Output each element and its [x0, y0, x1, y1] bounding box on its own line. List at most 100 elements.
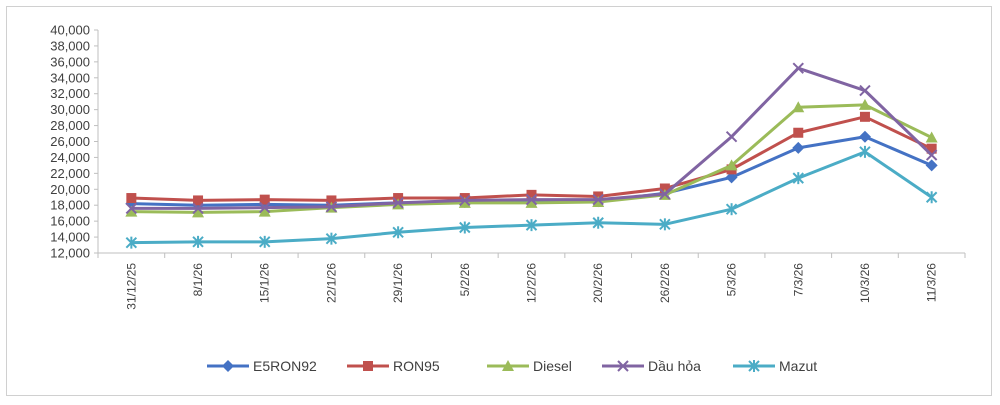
x-tick-label: 20/2/26: [591, 263, 605, 303]
data-point: [792, 172, 804, 185]
data-point: [326, 195, 337, 206]
data-point: [859, 145, 871, 158]
y-tick-label: 26,000: [50, 134, 90, 149]
x-tick-label: 29/1/26: [391, 263, 405, 303]
data-point: [659, 188, 671, 200]
data-point: [125, 236, 138, 249]
data-point: [659, 218, 671, 231]
data-point: [858, 130, 871, 143]
legend-item: Mazut: [733, 358, 817, 374]
y-tick-label: 20,000: [50, 182, 90, 197]
x-tick-label: 26/2/26: [658, 263, 672, 303]
x-tick-label: 11/3/26: [925, 263, 939, 302]
data-point: [393, 193, 404, 204]
legend-label: E5RON92: [253, 358, 317, 374]
legend-item: Diesel: [487, 358, 572, 374]
x-tick-label: 8/1/26: [191, 263, 205, 297]
data-point: [925, 131, 938, 143]
series-line: [131, 115, 933, 202]
data-point: [192, 206, 205, 218]
y-tick-label: 40,000: [50, 23, 90, 38]
y-tick-label: 16,000: [50, 214, 90, 229]
data-point: [925, 191, 938, 204]
data-point: [392, 197, 404, 209]
legend-label: RON95: [393, 358, 440, 374]
data-point: [592, 196, 605, 208]
data-point: [725, 131, 738, 143]
data-point: [458, 196, 471, 208]
data-point: [192, 202, 204, 215]
data-point: [392, 226, 404, 239]
legend-label: Dầu hỏa: [648, 358, 701, 374]
data-point: [258, 205, 271, 217]
data-point: [193, 195, 204, 206]
data-point: [792, 141, 805, 154]
y-tick-label: 30,000: [50, 102, 90, 117]
x-axis: 31/12/25 8/1/26 15/1/26 22/1/26 29/1/26 5/2/2…: [97, 252, 966, 310]
data-point: [725, 203, 738, 216]
data-point: [259, 201, 271, 214]
data-point: [459, 194, 471, 207]
series-ron95: [126, 111, 937, 206]
data-point: [526, 189, 537, 200]
series-layer: [125, 62, 938, 249]
x-tick-label: 5/2/26: [458, 263, 472, 297]
legend-marker: [363, 361, 373, 371]
legend-label: Diesel: [533, 358, 572, 374]
data-point: [592, 193, 604, 206]
data-point: [792, 62, 804, 74]
legend-item: RON95: [347, 358, 440, 374]
x-tick-label: 31/12/25: [124, 263, 138, 310]
legend-marker: [748, 360, 760, 372]
data-point: [325, 232, 338, 245]
y-tick-label: 36,000: [50, 54, 90, 69]
data-point: [125, 205, 138, 217]
data-point: [793, 127, 804, 138]
legend-marker: [222, 360, 234, 372]
legend: E5RON92 RON95 Diesel Dầu hỏa Mazut: [207, 358, 817, 374]
y-tick-label: 24,000: [50, 150, 90, 165]
x-tick-label: 7/3/26: [791, 263, 805, 297]
legend-label: Mazut: [779, 358, 817, 374]
data-point: [259, 235, 271, 248]
y-tick-label: 22,000: [50, 166, 90, 181]
y-tick-label: 18,000: [50, 198, 90, 213]
series-mazut: [125, 145, 938, 249]
legend-item: Dầu hỏa: [602, 358, 701, 374]
y-tick-label: 14,000: [50, 230, 90, 245]
data-point: [525, 219, 538, 232]
series-line: [131, 66, 933, 210]
data-point: [792, 101, 805, 113]
data-point: [858, 98, 871, 110]
data-point: [725, 159, 738, 171]
data-point: [925, 149, 938, 161]
data-point: [259, 194, 270, 205]
series-d-u-h-a: [125, 62, 938, 215]
y-tick-label: 32,000: [50, 86, 90, 101]
x-tick-label: 5/3/26: [725, 263, 739, 297]
data-point: [925, 159, 938, 172]
y-tick-label: 28,000: [50, 118, 90, 133]
data-point: [592, 216, 604, 229]
data-point: [859, 111, 870, 122]
x-tick-label: 12/2/26: [525, 263, 539, 303]
legend-marker: [617, 360, 629, 372]
data-point: [525, 193, 538, 206]
x-tick-label: 10/3/26: [858, 263, 872, 303]
y-tick-label: 34,000: [50, 70, 90, 85]
y-axis: 12,00014,00016,00018,00020,00022,00024,0…: [50, 23, 99, 261]
x-tick-label: 22/1/26: [324, 263, 338, 303]
data-point: [325, 201, 338, 213]
data-point: [459, 221, 471, 234]
legend-marker: [502, 360, 514, 371]
data-point: [125, 202, 138, 215]
legend-item: E5RON92: [207, 358, 317, 374]
data-point: [192, 235, 204, 248]
data-point: [859, 84, 871, 97]
x-tick-label: 15/1/26: [258, 263, 272, 303]
data-point: [525, 196, 538, 208]
data-point: [126, 193, 137, 204]
y-tick-label: 12,000: [50, 246, 90, 261]
data-point: [926, 143, 937, 154]
